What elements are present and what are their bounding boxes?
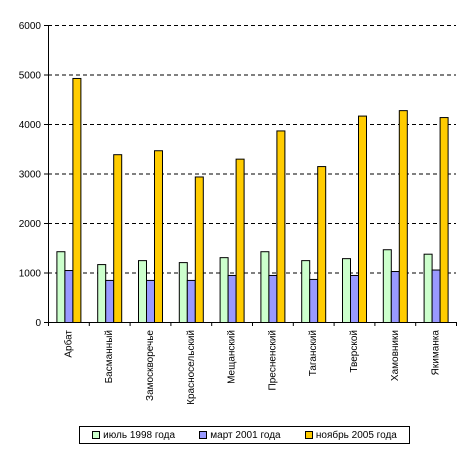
bar <box>423 253 433 323</box>
bar <box>260 251 270 323</box>
x-tick-label: Хамовники <box>390 330 401 381</box>
bar <box>113 154 123 323</box>
y-tick-label: 3000 <box>19 170 42 181</box>
y-tick-label: 0 <box>35 318 41 329</box>
legend-label: ноябрь 2005 года <box>315 429 397 441</box>
legend: июль 1998 года март 2001 года ноябрь 200… <box>79 426 410 444</box>
y-axis-ticks: 0 1000 2000 3000 4000 5000 6000 <box>19 21 48 329</box>
bar <box>390 271 400 324</box>
bar <box>431 269 441 323</box>
bar <box>138 260 147 323</box>
bar <box>56 251 66 323</box>
bar <box>219 257 229 323</box>
x-tick-label: Тверской <box>349 330 360 373</box>
bar <box>276 130 286 323</box>
bar <box>398 110 408 323</box>
bar <box>178 262 188 324</box>
legend-item: март 2001 года <box>199 429 281 441</box>
y-tick-label: 4000 <box>19 120 42 131</box>
y-tick-label: 1000 <box>19 269 42 280</box>
bars <box>56 77 449 324</box>
y-tick-label: 5000 <box>19 71 42 82</box>
legend-item: ноябрь 2005 года <box>304 429 397 441</box>
bar <box>97 264 107 323</box>
legend-label: июль 1998 года <box>103 429 176 441</box>
bar <box>64 270 74 323</box>
x-tick-label: Арбат <box>62 330 74 358</box>
x-tick-label: Пресненский <box>267 330 278 390</box>
bar <box>350 274 359 324</box>
y-tick-label: 2000 <box>19 219 42 230</box>
x-tick-label: Якиманка <box>431 330 442 376</box>
bar <box>268 274 278 324</box>
legend-label: март 2001 года <box>210 429 281 441</box>
bar <box>105 279 115 323</box>
bar <box>317 166 327 323</box>
legend-swatch <box>199 431 208 439</box>
x-tick-label: Басманный <box>104 330 115 383</box>
bar <box>358 115 367 323</box>
x-tick-label: Замоскворечье <box>145 330 156 401</box>
x-tick-label: Таганский <box>308 330 319 376</box>
x-tick-label: Мещанский <box>227 330 238 384</box>
bar <box>154 150 163 323</box>
bar <box>382 249 392 323</box>
bar <box>227 274 237 324</box>
bar <box>309 278 319 323</box>
bar <box>194 176 204 323</box>
bar <box>146 279 155 323</box>
legend-swatch <box>304 431 313 439</box>
bar <box>301 260 311 323</box>
bar <box>342 258 351 323</box>
x-tick-label: Красносельский <box>186 330 197 405</box>
grid-lines <box>48 25 456 274</box>
bar <box>439 117 449 323</box>
bar <box>235 158 245 323</box>
x-axis-ticks: Арбат Басманный Замоскворечье Красносельски… <box>48 322 457 405</box>
legend-swatch <box>92 431 101 439</box>
y-tick-label: 6000 <box>19 21 42 32</box>
legend-item: июль 1998 года <box>92 430 175 441</box>
bar <box>72 77 82 323</box>
bar <box>186 279 196 323</box>
